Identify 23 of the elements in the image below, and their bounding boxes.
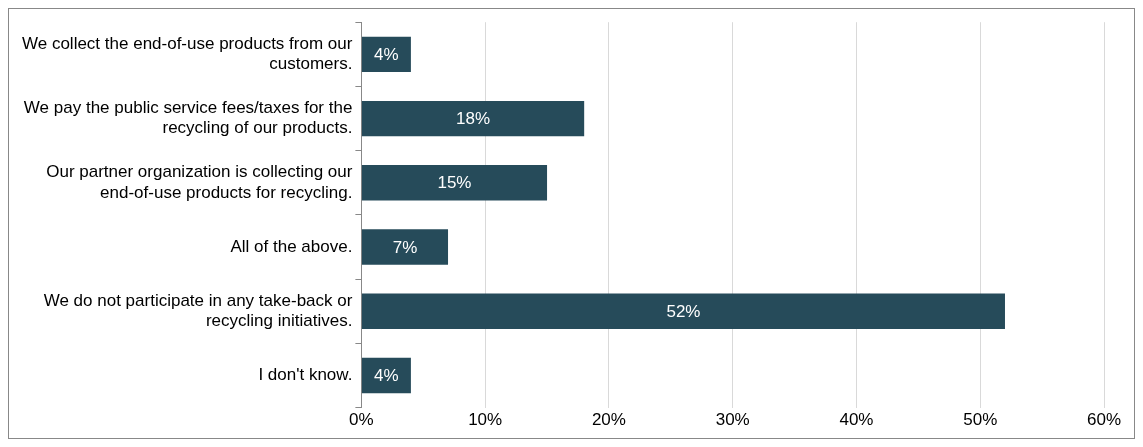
x-tick-label: 40% — [839, 410, 874, 430]
data-label: 52% — [666, 301, 701, 321]
bar — [361, 293, 1005, 329]
bar — [361, 165, 548, 201]
data-label: 4% — [374, 366, 399, 386]
x-tick-label: 20% — [591, 410, 626, 430]
x-tick-label: 50% — [963, 410, 998, 430]
x-tick-label: 0% — [349, 410, 374, 430]
data-label: 15% — [437, 173, 472, 193]
data-label: 7% — [392, 237, 418, 257]
x-tick-label: 60% — [1086, 410, 1122, 430]
y-tick-label: We pay the public service fees/taxes for the recycling of our products. — [23, 98, 353, 138]
y-tick-label: I don't know. — [258, 365, 353, 385]
y-tick-label: All of the above. — [230, 236, 353, 256]
data-label: 4% — [374, 45, 399, 64]
x-tick-label: 30% — [715, 410, 750, 430]
y-tick-label: Our partner organization is collecting our end-of-use products for recycling. — [46, 162, 353, 202]
x-tick-label: 10% — [468, 410, 503, 430]
bar — [361, 100, 585, 137]
y-tick-label: We do not participate in any take-back or recycling initiatives. — [43, 290, 353, 331]
data-label: 18% — [456, 109, 491, 129]
y-tick-label: We collect the end-of-use products from our customers. — [21, 33, 353, 74]
bar — [361, 229, 449, 265]
